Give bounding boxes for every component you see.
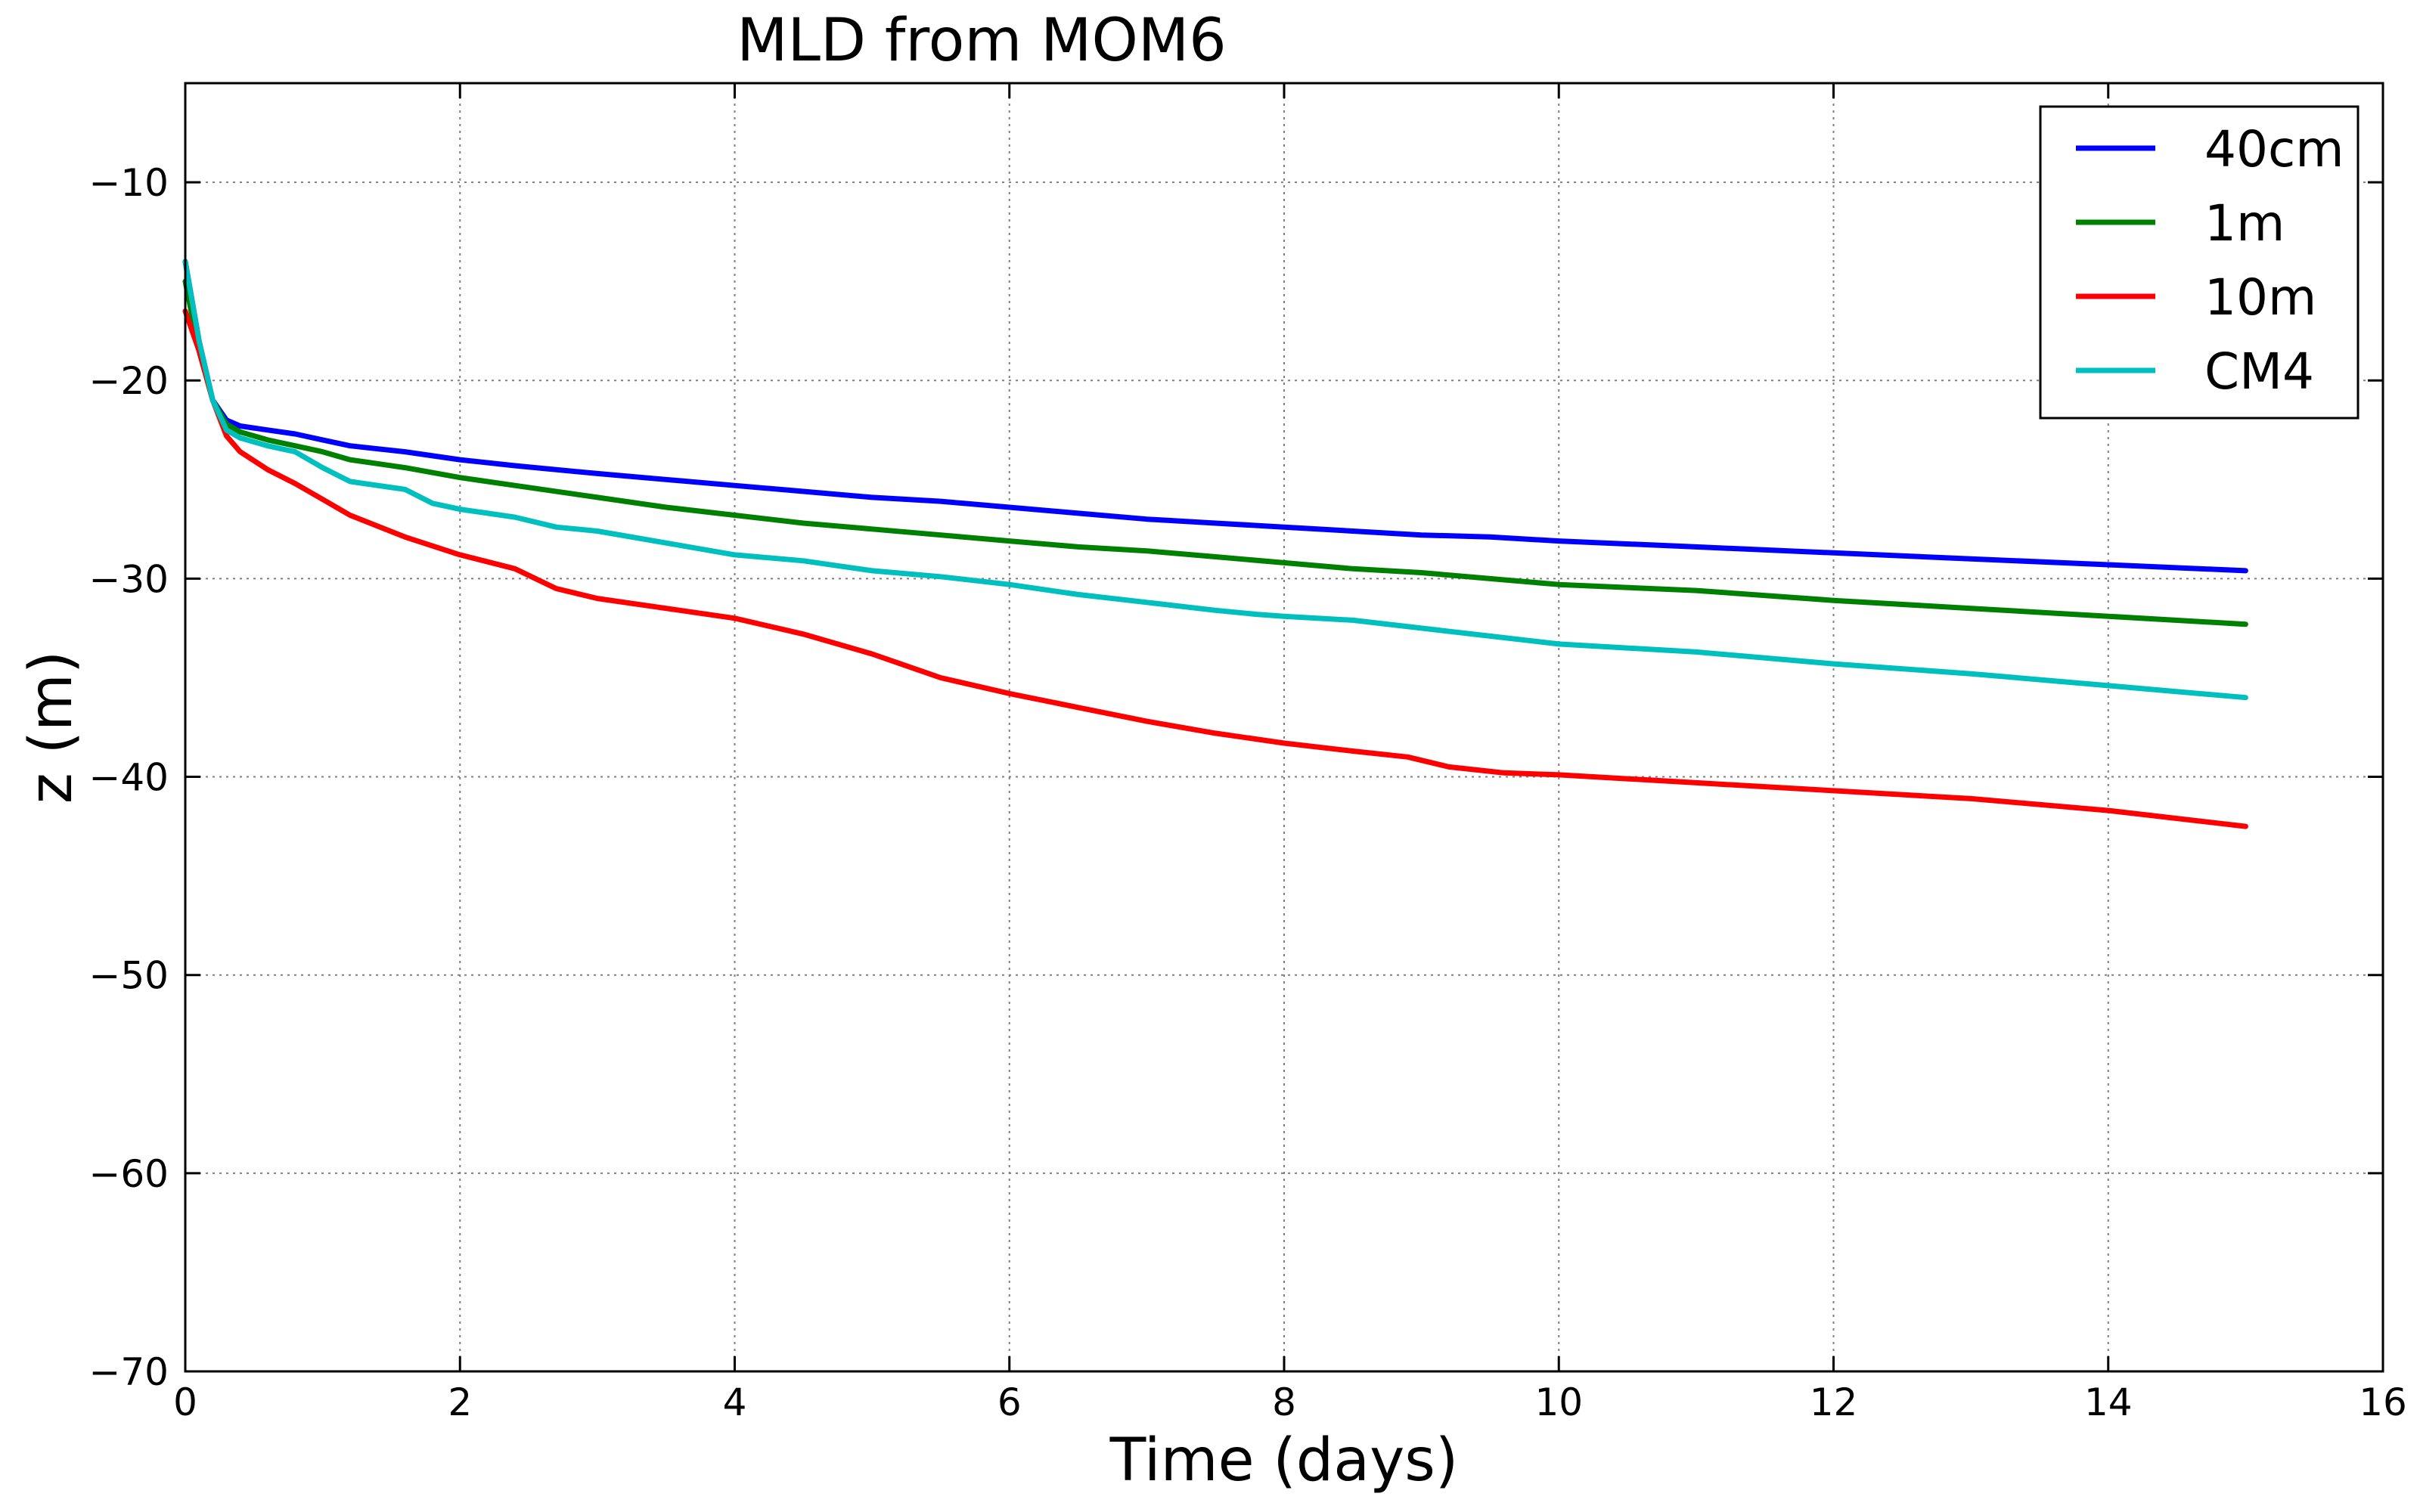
x-tick-label: 4: [723, 1380, 747, 1424]
y-tick-label: −40: [88, 756, 169, 800]
x-tick-label: 2: [448, 1380, 472, 1424]
y-tick-label: −20: [88, 359, 169, 403]
legend-label: 10m: [2204, 268, 2316, 327]
legend: 40cm 1m 10m CM4: [2039, 105, 2360, 420]
series-line-40cm: [182, 259, 2248, 574]
legend-label: CM4: [2204, 342, 2314, 401]
series-line-CM4: [182, 259, 2248, 701]
chart-title: MLD from MOM6: [737, 7, 1227, 75]
y-tick-label: −30: [88, 557, 169, 601]
series-line-10m: [182, 308, 2248, 829]
x-tick-label: 14: [2084, 1380, 2133, 1424]
x-tick-label: 16: [2359, 1380, 2407, 1424]
legend-label: 40cm: [2204, 120, 2344, 178]
y-tick-label: −10: [88, 161, 169, 205]
series-lines: [182, 259, 2248, 829]
legend-label: 1m: [2204, 194, 2285, 253]
x-tick-label: 0: [173, 1380, 197, 1424]
x-tick-label: 12: [1810, 1380, 1858, 1424]
y-tick-label: −70: [88, 1350, 169, 1394]
y-axis-label: z (m): [17, 651, 85, 804]
axis-ticks: [184, 83, 2384, 1373]
x-axis-label: Time (days): [1109, 1427, 1459, 1495]
x-tick-label: 10: [1534, 1380, 1583, 1424]
y-tick-label: −60: [88, 1152, 169, 1196]
y-tick-label: −50: [88, 954, 169, 998]
y-tick-labels: −70 −60 −50 −40 −30 −20 −10: [88, 161, 169, 1394]
x-tick-labels: 0 2 4 6 8 10 12 14 16: [173, 1380, 2407, 1424]
x-tick-label: 6: [997, 1380, 1022, 1424]
x-tick-label: 8: [1272, 1380, 1296, 1424]
legend-box: [2039, 105, 2360, 420]
series-line-1m: [182, 278, 2248, 627]
